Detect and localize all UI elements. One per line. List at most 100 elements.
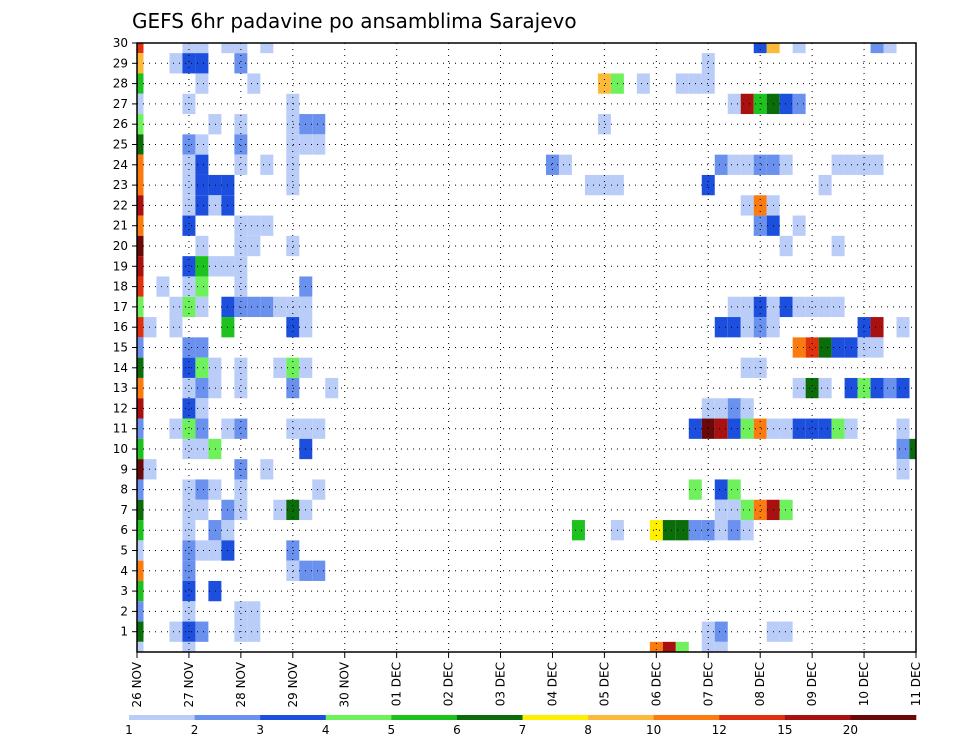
heatmap-cell: [247, 601, 261, 622]
y-tick-label: 5: [120, 544, 128, 558]
heatmap-cell: [727, 418, 741, 439]
heatmap-cell: [208, 195, 222, 216]
heatmap-cell: [779, 418, 793, 439]
heatmap-cell: [701, 418, 715, 439]
heatmap-cell: [740, 357, 754, 378]
colorbar-label: 5: [388, 723, 396, 737]
heatmap-cell: [137, 621, 144, 642]
heatmap-cell: [636, 73, 650, 94]
heatmap-cell: [234, 377, 248, 399]
y-tick-label: 15: [113, 341, 128, 355]
heatmap-cell: [558, 154, 572, 175]
heatmap-cell: [727, 479, 741, 500]
heatmap-cell: [740, 296, 754, 318]
heatmap-cell: [137, 520, 144, 541]
heatmap-cell: [649, 641, 663, 652]
heatmap-cell: [182, 337, 196, 358]
heatmap-cell: [727, 154, 741, 175]
x-tick-label: 02 DEC: [442, 662, 456, 706]
heatmap-cell: [779, 93, 793, 115]
heatmap-cell: [714, 479, 728, 500]
heatmap-cell: [182, 296, 196, 318]
heatmap-cell: [714, 154, 728, 175]
heatmap-cell: [234, 235, 248, 257]
heatmap-cell: [182, 540, 196, 561]
heatmap-cell: [727, 296, 741, 318]
x-axis-ticks: 26 NOV 27 NOV 28 NOV 29 NOV 30 NOV 01 DEC 02 D…: [130, 652, 923, 708]
x-tick-label: 07 DEC: [701, 662, 715, 706]
heatmap-cell: [195, 154, 209, 175]
heatmap-cell: [857, 337, 871, 358]
y-tick-label: 23: [113, 178, 128, 192]
heatmap-cell: [208, 479, 222, 500]
heatmap-cell: [896, 317, 910, 338]
heatmap-cell: [571, 520, 585, 541]
heatmap-cell: [805, 418, 819, 439]
heatmap-cell: [805, 337, 819, 358]
heatmap-cell: [137, 73, 144, 94]
heatmap-cell: [195, 377, 209, 399]
heatmap-cell: [792, 418, 806, 439]
heatmap-cell: [701, 398, 715, 419]
heatmap-cell: [286, 540, 300, 561]
heatmap-cell: [597, 73, 611, 94]
heatmap-cell: [137, 195, 144, 216]
y-tick-label: 3: [120, 584, 128, 598]
y-tick-label: 26: [113, 117, 128, 131]
heatmap-cell: [182, 398, 196, 419]
x-tick-label: 28 NOV: [234, 661, 248, 707]
heatmap-cell: [818, 296, 832, 318]
colorbar-swatch: [456, 715, 523, 720]
heatmap-cell: [137, 418, 144, 439]
heatmap-cell: [137, 93, 144, 115]
colorbar-label: 20: [843, 723, 858, 737]
heatmap-cell: [597, 114, 611, 135]
heatmap-cell: [247, 235, 261, 257]
y-tick-label: 18: [113, 280, 128, 294]
x-tick-label: 27 NOV: [182, 661, 196, 707]
heatmap-cell: [870, 337, 884, 358]
heatmap-cell: [753, 317, 767, 338]
heatmap-cell: [182, 520, 196, 541]
heatmap-cell: [234, 499, 248, 521]
heatmap-cell: [286, 154, 300, 175]
heatmap-cell: [182, 641, 196, 652]
heatmap-cell: [831, 418, 845, 439]
heatmap-cell: [137, 317, 144, 338]
heatmap-cell: [137, 479, 144, 500]
heatmap-cell: [701, 641, 715, 652]
heatmap-cell: [137, 601, 144, 622]
y-axis-ticks: 1234567891011121314151617181920212223242…: [113, 36, 137, 639]
heatmap-cell: [195, 540, 209, 561]
heatmap-cell: [234, 479, 248, 500]
heatmap-cell: [701, 53, 715, 74]
heatmap-cell: [234, 256, 248, 277]
heatmap-cell: [137, 154, 144, 175]
heatmap-cell: [701, 520, 715, 541]
heatmap-cell: [792, 43, 806, 54]
heatmap-cell: [137, 235, 144, 257]
heatmap-cell: [234, 43, 248, 54]
heatmap-cell: [195, 73, 209, 94]
heatmap-cell: [727, 317, 741, 338]
heatmap-cell: [857, 154, 871, 175]
heatmap-cell: [182, 134, 196, 155]
heatmap-cell: [701, 73, 715, 94]
colorbar-label: 4: [322, 723, 330, 737]
heatmap-cell: [312, 560, 326, 581]
x-tick-label: 26 NOV: [130, 661, 144, 707]
heatmap-cell: [714, 520, 728, 541]
heatmap-cell: [182, 479, 196, 500]
heatmap-cell: [221, 43, 235, 54]
heatmap-cell: [234, 215, 248, 236]
heatmap-cell: [753, 215, 767, 236]
heatmap-cell: [649, 520, 663, 541]
heatmap-cell: [208, 540, 222, 561]
heatmap-cell: [896, 418, 910, 439]
heatmap-cell: [195, 276, 209, 297]
heatmap-cell: [208, 256, 222, 277]
y-tick-label: 11: [113, 422, 128, 436]
heatmap-cell: [779, 154, 793, 175]
heatmap-cell: [779, 621, 793, 642]
colorbar-swatch: [522, 715, 589, 720]
